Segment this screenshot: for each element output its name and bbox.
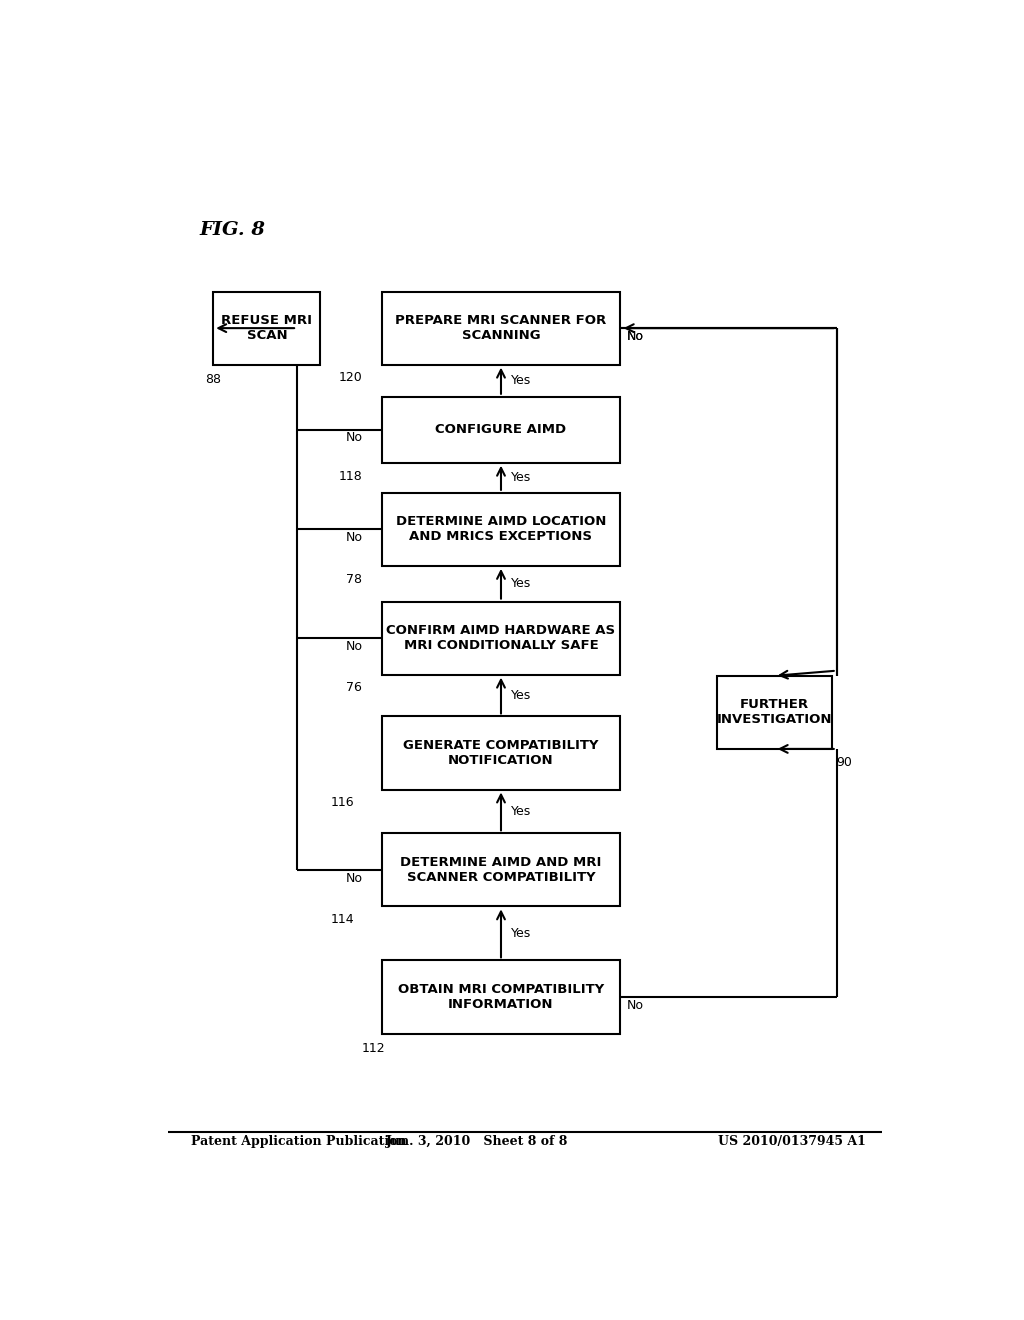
Text: No: No: [627, 330, 643, 343]
Text: Yes: Yes: [511, 689, 530, 702]
Text: 118: 118: [338, 470, 362, 483]
Bar: [382, 717, 620, 789]
Text: No: No: [346, 871, 364, 884]
Text: 90: 90: [837, 755, 852, 768]
Text: No: No: [346, 432, 364, 445]
Text: No: No: [346, 640, 364, 653]
Text: PREPARE MRI SCANNER FOR
SCANNING: PREPARE MRI SCANNER FOR SCANNING: [395, 314, 606, 342]
Text: No: No: [627, 998, 643, 1011]
Text: 120: 120: [338, 371, 362, 384]
Text: CONFIRM AIMD HARDWARE AS
MRI CONDITIONALLY SAFE: CONFIRM AIMD HARDWARE AS MRI CONDITIONAL…: [386, 624, 615, 652]
Text: REFUSE MRI
SCAN: REFUSE MRI SCAN: [221, 314, 312, 342]
Text: CONFIGURE AIMD: CONFIGURE AIMD: [435, 424, 566, 437]
Bar: [213, 292, 321, 364]
Text: Yes: Yes: [511, 577, 530, 590]
Text: GENERATE COMPATIBILITY
NOTIFICATION: GENERATE COMPATIBILITY NOTIFICATION: [403, 739, 599, 767]
Text: US 2010/0137945 A1: US 2010/0137945 A1: [718, 1135, 866, 1148]
Bar: [382, 492, 620, 566]
Text: Yes: Yes: [511, 927, 530, 940]
Bar: [717, 676, 833, 748]
Text: 114: 114: [331, 913, 354, 927]
Text: 112: 112: [362, 1043, 386, 1055]
Text: Patent Application Publication: Patent Application Publication: [191, 1135, 407, 1148]
Text: FURTHER
INVESTIGATION: FURTHER INVESTIGATION: [717, 698, 833, 726]
Text: No: No: [627, 330, 643, 343]
Text: 78: 78: [346, 573, 362, 586]
Text: Jun. 3, 2010   Sheet 8 of 8: Jun. 3, 2010 Sheet 8 of 8: [386, 1135, 568, 1148]
Text: DETERMINE AIMD AND MRI
SCANNER COMPATIBILITY: DETERMINE AIMD AND MRI SCANNER COMPATIBI…: [400, 855, 602, 884]
Text: 76: 76: [346, 681, 362, 694]
Text: No: No: [346, 531, 364, 544]
Text: 88: 88: [206, 374, 221, 387]
Text: Yes: Yes: [511, 805, 530, 818]
Bar: [382, 961, 620, 1034]
Text: FIG. 8: FIG. 8: [200, 220, 265, 239]
Text: OBTAIN MRI COMPATIBILITY
INFORMATION: OBTAIN MRI COMPATIBILITY INFORMATION: [398, 983, 604, 1011]
Text: Yes: Yes: [511, 375, 530, 387]
Bar: [382, 397, 620, 463]
Bar: [382, 602, 620, 675]
Text: DETERMINE AIMD LOCATION
AND MRICS EXCEPTIONS: DETERMINE AIMD LOCATION AND MRICS EXCEPT…: [396, 515, 606, 544]
Bar: [382, 292, 620, 364]
Text: Yes: Yes: [511, 471, 530, 484]
Text: 116: 116: [331, 796, 354, 809]
Bar: [382, 833, 620, 907]
